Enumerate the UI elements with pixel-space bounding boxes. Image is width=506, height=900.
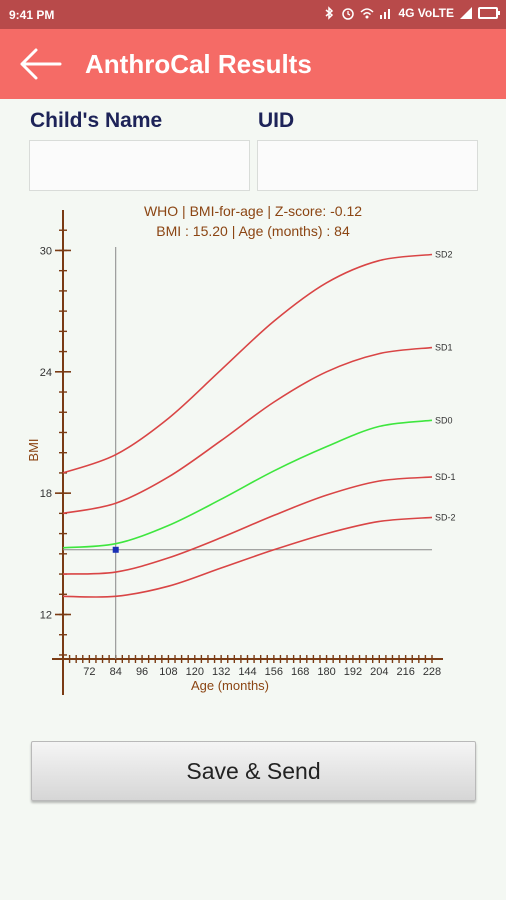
y-tick-label: 18 (40, 488, 52, 500)
uid-input[interactable] (257, 140, 478, 191)
x-tick-label: 228 (423, 666, 441, 678)
curve-sd2 (62, 253, 433, 474)
y-tick-label: 24 (40, 367, 52, 379)
curve-sd1-label: SD1 (435, 343, 453, 353)
bmi-chart-svg: WHO | BMI-for-age | Z-score: -0.12 BMI :… (26, 203, 456, 695)
x-tick-label: 192 (344, 666, 362, 678)
x-tick-label: 168 (291, 666, 309, 678)
curve-sd-2-label: SD-2 (435, 512, 456, 522)
x-tick-label: 108 (159, 666, 177, 678)
y-tick-label: 30 (40, 245, 52, 257)
x-tick-label: 96 (136, 666, 148, 678)
app-bar: AnthroCal Results (0, 29, 506, 99)
x-tick-label: 180 (317, 666, 335, 678)
x-tick-label: 120 (186, 666, 204, 678)
status-icons: 4G VoLTE (322, 6, 500, 20)
measurement-point (112, 546, 119, 553)
page-title: AnthroCal Results (85, 49, 312, 79)
y-axis-label: BMI (26, 438, 41, 461)
battery-icon (478, 7, 500, 19)
curve-sd2-label: SD2 (435, 249, 453, 259)
save-send-button[interactable]: Save & Send (31, 741, 476, 801)
status-time: 9:41 PM (9, 8, 55, 22)
chart-subtitle: BMI : 15.20 | Age (months) : 84 (156, 223, 350, 239)
bmi-chart: WHO | BMI-for-age | Z-score: -0.12 BMI :… (0, 195, 506, 705)
status-bar: 9:41 PM 4G VoLTE (0, 0, 506, 29)
curve-sd0 (62, 419, 433, 549)
alarm-icon (342, 8, 355, 20)
x-tick-label: 84 (110, 666, 122, 678)
signal-strength-icon (460, 7, 472, 19)
curve-sd-1-label: SD-1 (435, 472, 456, 482)
y-tick-label: 12 (40, 610, 52, 622)
childs-name-label: Child's Name (30, 109, 163, 132)
x-axis-label: Age (months) (191, 678, 269, 693)
childs-name-input[interactable] (29, 140, 250, 191)
wifi-icon (360, 8, 374, 19)
x-tick-label: 204 (370, 666, 388, 678)
curve-sd-2 (62, 516, 433, 598)
bluetooth-icon (325, 6, 334, 20)
x-tick-label: 132 (212, 666, 230, 678)
x-tick-label: 72 (83, 666, 95, 678)
x-tick-label: 216 (396, 666, 414, 678)
uid-label: UID (258, 109, 295, 132)
network-label: 4G VoLTE (398, 6, 454, 20)
x-tick-label: 144 (238, 666, 256, 678)
curve-sd1 (62, 346, 433, 515)
chart-title: WHO | BMI-for-age | Z-score: -0.12 (144, 203, 362, 219)
curve-sd-1 (62, 476, 433, 575)
curve-sd0-label: SD0 (435, 415, 453, 425)
signal-icon (380, 9, 391, 19)
x-tick-label: 156 (265, 666, 283, 678)
arrow-left-icon[interactable] (18, 47, 62, 81)
